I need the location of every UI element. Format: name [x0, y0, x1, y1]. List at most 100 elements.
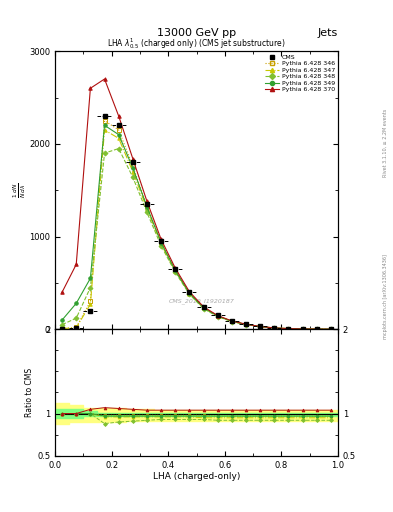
Pythia 6.428 348	[159, 243, 163, 249]
Pythia 6.428 347	[74, 325, 79, 331]
Text: Jets: Jets	[318, 28, 338, 38]
Legend: CMS, Pythia 6.428 346, Pythia 6.428 347, Pythia 6.428 348, Pythia 6.428 349, Pyt: CMS, Pythia 6.428 346, Pythia 6.428 347,…	[264, 53, 336, 94]
Pythia 6.428 348	[60, 322, 64, 328]
Pythia 6.428 349	[272, 325, 277, 331]
X-axis label: LHA (charged-only): LHA (charged-only)	[153, 472, 240, 481]
Pythia 6.428 349	[187, 290, 192, 296]
Pythia 6.428 370	[88, 85, 93, 91]
Pythia 6.428 349	[215, 313, 220, 319]
Pythia 6.428 370	[102, 76, 107, 82]
Pythia 6.428 370	[116, 113, 121, 119]
Pythia 6.428 349	[145, 204, 149, 210]
Pythia 6.428 348	[286, 326, 291, 332]
Pythia 6.428 370	[159, 237, 163, 243]
Text: Rivet 3.1.10, ≥ 2.2M events: Rivet 3.1.10, ≥ 2.2M events	[383, 109, 388, 178]
Pythia 6.428 346	[130, 163, 135, 169]
Pythia 6.428 349	[60, 317, 64, 323]
Line: Pythia 6.428 347: Pythia 6.428 347	[61, 128, 332, 331]
Pythia 6.428 370	[272, 325, 277, 331]
Pythia 6.428 349	[88, 275, 93, 282]
Pythia 6.428 347	[88, 301, 93, 307]
Pythia 6.428 348	[88, 285, 93, 291]
Pythia 6.428 370	[60, 289, 64, 295]
Pythia 6.428 347	[230, 318, 234, 325]
Pythia 6.428 347	[258, 324, 263, 330]
Pythia 6.428 347	[300, 326, 305, 332]
Pythia 6.428 347	[244, 322, 248, 328]
Pythia 6.428 348	[272, 325, 277, 331]
Pythia 6.428 347	[329, 326, 333, 332]
Pythia 6.428 370	[215, 312, 220, 318]
Pythia 6.428 370	[145, 198, 149, 204]
Pythia 6.428 349	[314, 326, 319, 332]
Pythia 6.428 347	[215, 313, 220, 319]
Pythia 6.428 349	[329, 326, 333, 332]
Line: Pythia 6.428 370: Pythia 6.428 370	[61, 77, 332, 331]
Pythia 6.428 348	[102, 150, 107, 156]
Pythia 6.428 348	[300, 326, 305, 332]
Pythia 6.428 346	[116, 127, 121, 133]
Pythia 6.428 346	[286, 326, 291, 332]
Pythia 6.428 349	[244, 322, 248, 328]
Pythia 6.428 347	[116, 135, 121, 141]
Pythia 6.428 370	[300, 326, 305, 332]
Pythia 6.428 348	[145, 209, 149, 216]
Pythia 6.428 346	[201, 305, 206, 311]
Pythia 6.428 370	[258, 324, 263, 330]
Y-axis label: Ratio to CMS: Ratio to CMS	[25, 368, 34, 417]
Pythia 6.428 370	[173, 265, 178, 271]
Pythia 6.428 349	[130, 165, 135, 171]
Pythia 6.428 346	[159, 239, 163, 245]
Pythia 6.428 347	[159, 241, 163, 247]
Pythia 6.428 346	[173, 267, 178, 273]
Pythia 6.428 346	[74, 325, 79, 331]
Pythia 6.428 348	[116, 145, 121, 152]
Pythia 6.428 348	[230, 318, 234, 325]
Pythia 6.428 346	[60, 326, 64, 332]
Pythia 6.428 370	[74, 261, 79, 267]
Pythia 6.428 347	[130, 168, 135, 175]
Pythia 6.428 370	[187, 289, 192, 295]
Pythia 6.428 347	[201, 305, 206, 311]
Text: CMS_2019_I1920187: CMS_2019_I1920187	[169, 298, 235, 304]
Pythia 6.428 348	[215, 314, 220, 320]
Pythia 6.428 370	[329, 326, 333, 332]
Pythia 6.428 370	[286, 326, 291, 332]
Pythia 6.428 347	[286, 326, 291, 332]
Pythia 6.428 349	[230, 318, 234, 324]
Pythia 6.428 346	[215, 313, 220, 319]
Pythia 6.428 346	[244, 322, 248, 328]
Pythia 6.428 349	[201, 305, 206, 311]
Pythia 6.428 348	[173, 269, 178, 275]
Pythia 6.428 347	[314, 326, 319, 332]
Pythia 6.428 370	[314, 326, 319, 332]
Pythia 6.428 370	[130, 156, 135, 162]
Y-axis label: $\frac{1}{N}\frac{dN}{d\lambda}$: $\frac{1}{N}\frac{dN}{d\lambda}$	[11, 182, 28, 198]
Pythia 6.428 347	[272, 325, 277, 331]
Pythia 6.428 348	[314, 326, 319, 332]
Pythia 6.428 348	[258, 324, 263, 330]
Pythia 6.428 346	[329, 326, 333, 332]
Pythia 6.428 346	[314, 326, 319, 332]
Pythia 6.428 348	[244, 322, 248, 328]
Pythia 6.428 349	[159, 240, 163, 246]
Pythia 6.428 349	[102, 122, 107, 129]
Pythia 6.428 346	[230, 318, 234, 324]
Text: mcplots.cern.ch [arXiv:1306.3436]: mcplots.cern.ch [arXiv:1306.3436]	[383, 254, 388, 339]
Pythia 6.428 349	[258, 324, 263, 330]
Title: LHA $\lambda^{1}_{0.5}$ (charged only) (CMS jet substructure): LHA $\lambda^{1}_{0.5}$ (charged only) (…	[107, 36, 286, 51]
Pythia 6.428 346	[258, 324, 263, 330]
Pythia 6.428 349	[300, 326, 305, 332]
Pythia 6.428 346	[102, 118, 107, 124]
Pythia 6.428 347	[102, 127, 107, 133]
Pythia 6.428 348	[130, 174, 135, 180]
Pythia 6.428 346	[88, 298, 93, 305]
Pythia 6.428 347	[60, 326, 64, 332]
Pythia 6.428 349	[173, 267, 178, 273]
Pythia 6.428 349	[286, 326, 291, 332]
Pythia 6.428 370	[244, 321, 248, 327]
Pythia 6.428 348	[329, 326, 333, 332]
Pythia 6.428 349	[116, 132, 121, 138]
Pythia 6.428 348	[201, 306, 206, 312]
Pythia 6.428 370	[230, 318, 234, 324]
